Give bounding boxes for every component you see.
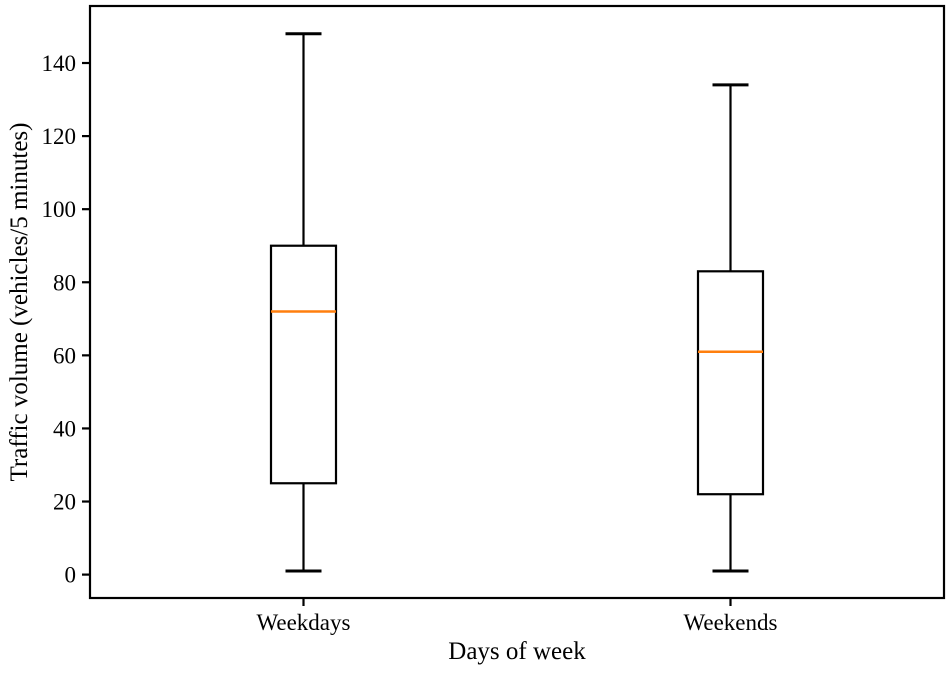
- plot-frame: [88, 4, 946, 600]
- y-tick-label: 100: [42, 197, 77, 222]
- y-tick-label: 80: [53, 270, 76, 295]
- x-tick-label-weekdays: Weekdays: [257, 610, 351, 635]
- y-tick-label: 0: [65, 563, 77, 588]
- y-tick-label: 140: [42, 51, 77, 76]
- x-axis-label: Days of week: [448, 638, 586, 665]
- x-tick-label-weekends: Weekends: [684, 610, 778, 635]
- box-weekdays: [269, 244, 338, 485]
- y-axis-label: Traffic volume (vehicles/5 minutes): [6, 122, 33, 482]
- box-weekends: [696, 270, 765, 496]
- y-tick-label: 40: [53, 416, 76, 441]
- y-tick-label: 20: [53, 490, 76, 515]
- y-tick-label: 120: [42, 124, 77, 149]
- y-tick-label: 60: [53, 343, 76, 368]
